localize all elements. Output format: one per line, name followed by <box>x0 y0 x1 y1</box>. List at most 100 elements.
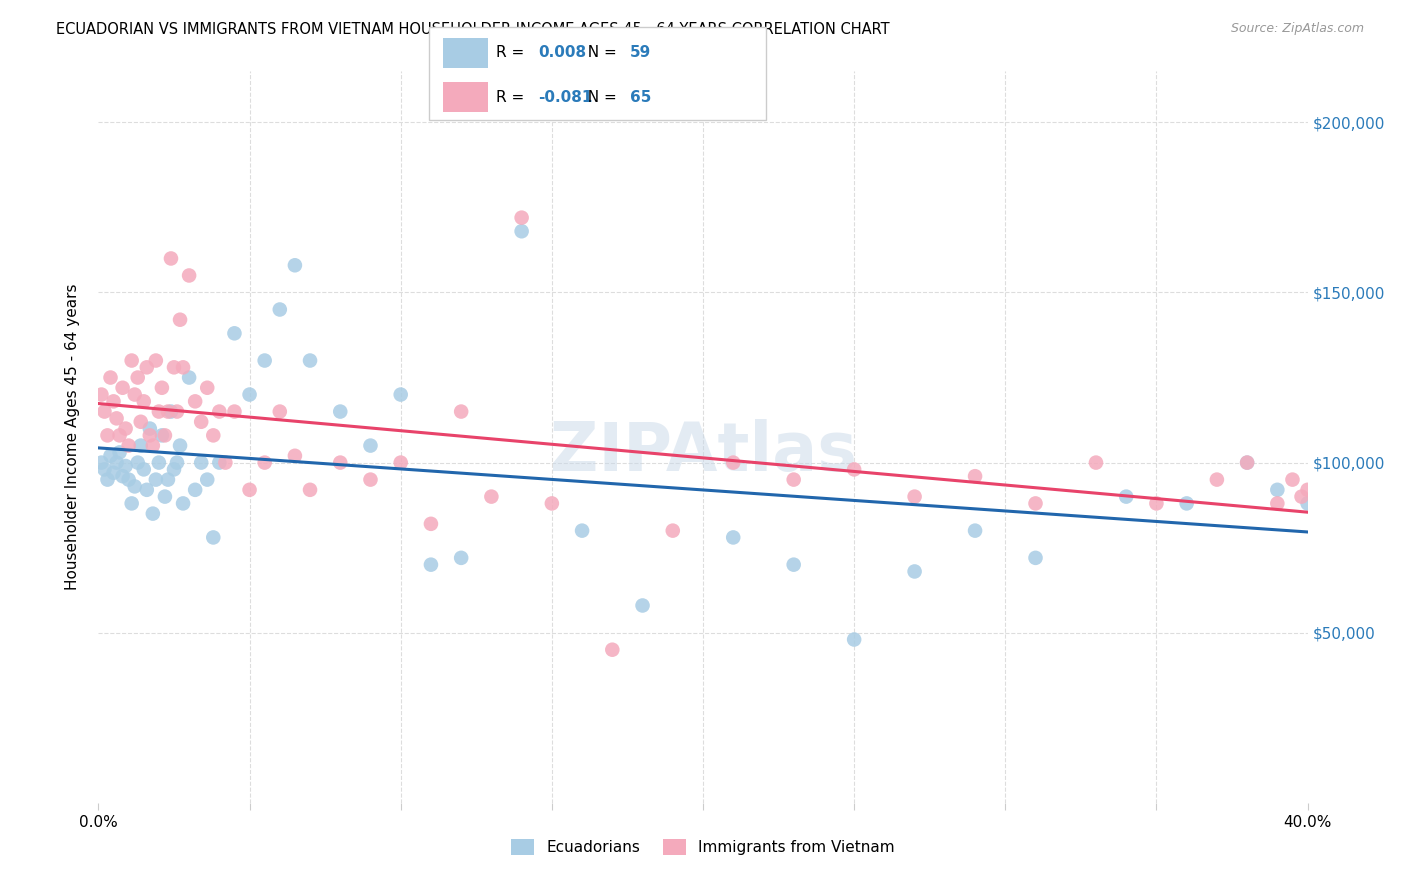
Point <box>100 370 122 384</box>
Point <box>1024 550 1046 565</box>
Point <box>118 439 141 453</box>
Point <box>844 462 866 476</box>
Point <box>208 456 231 470</box>
Point <box>1144 496 1167 510</box>
Point <box>723 456 745 470</box>
Point <box>631 599 654 613</box>
Point <box>132 462 155 476</box>
Point <box>93 404 115 418</box>
Text: 65: 65 <box>630 89 651 104</box>
Point <box>208 404 231 418</box>
Text: 59: 59 <box>630 45 651 61</box>
Point <box>239 387 262 401</box>
Point <box>1291 490 1313 504</box>
Point <box>224 326 246 341</box>
Point <box>166 404 188 418</box>
Point <box>135 483 157 497</box>
Point <box>121 496 143 510</box>
Text: Source: ZipAtlas.com: Source: ZipAtlas.com <box>1230 22 1364 36</box>
Point <box>450 404 472 418</box>
Point <box>360 473 382 487</box>
Point <box>124 387 146 401</box>
Point <box>135 360 157 375</box>
Point <box>253 456 276 470</box>
Point <box>169 439 191 453</box>
Point <box>420 558 443 572</box>
Point <box>481 490 503 504</box>
Point <box>139 421 162 435</box>
Point <box>179 370 201 384</box>
Point <box>127 456 149 470</box>
Point <box>904 490 927 504</box>
Point <box>105 411 128 425</box>
Text: 0.008: 0.008 <box>538 45 586 61</box>
Point <box>450 550 472 565</box>
Point <box>121 353 143 368</box>
Point <box>299 483 322 497</box>
Point <box>965 469 987 483</box>
Point <box>148 404 170 418</box>
Text: N =: N = <box>578 89 621 104</box>
Point <box>284 258 307 272</box>
Point <box>96 428 118 442</box>
Point <box>179 268 201 283</box>
Point <box>202 531 225 545</box>
Point <box>1236 456 1258 470</box>
Point <box>195 473 218 487</box>
Point <box>145 353 167 368</box>
Point <box>269 404 291 418</box>
Point <box>389 387 412 401</box>
Point <box>1281 473 1303 487</box>
Point <box>150 381 173 395</box>
Point <box>1296 496 1319 510</box>
Legend: Ecuadorians, Immigrants from Vietnam: Ecuadorians, Immigrants from Vietnam <box>505 833 901 861</box>
Point <box>184 483 207 497</box>
Point <box>602 642 624 657</box>
Point <box>153 428 176 442</box>
Point <box>783 473 806 487</box>
Point <box>103 394 125 409</box>
Point <box>114 458 136 473</box>
Point <box>184 394 207 409</box>
Point <box>96 473 118 487</box>
Point <box>156 404 179 418</box>
Point <box>1085 456 1108 470</box>
Point <box>540 496 562 510</box>
Point <box>160 252 183 266</box>
Point <box>129 415 152 429</box>
Point <box>108 428 131 442</box>
Text: N =: N = <box>578 45 621 61</box>
Point <box>124 479 146 493</box>
Point <box>253 353 276 368</box>
Point <box>105 456 128 470</box>
Point <box>172 496 194 510</box>
Point <box>172 360 194 375</box>
Point <box>1115 490 1137 504</box>
Point <box>329 404 352 418</box>
Point <box>163 462 186 476</box>
Point <box>132 394 155 409</box>
Point <box>1267 496 1289 510</box>
Point <box>166 456 188 470</box>
Point <box>571 524 593 538</box>
Point <box>1175 496 1198 510</box>
Point <box>723 531 745 545</box>
Point <box>103 466 125 480</box>
Point <box>142 439 165 453</box>
Point <box>195 381 218 395</box>
Point <box>118 473 141 487</box>
Point <box>190 456 212 470</box>
Point <box>420 516 443 531</box>
Point <box>783 558 806 572</box>
Text: ZIPAtlas: ZIPAtlas <box>550 418 856 484</box>
Point <box>163 360 186 375</box>
Point <box>139 428 162 442</box>
Text: R =: R = <box>496 45 530 61</box>
Point <box>111 381 134 395</box>
Point <box>129 439 152 453</box>
Point <box>150 428 173 442</box>
Point <box>93 462 115 476</box>
Point <box>202 428 225 442</box>
Point <box>269 302 291 317</box>
Point <box>661 524 683 538</box>
